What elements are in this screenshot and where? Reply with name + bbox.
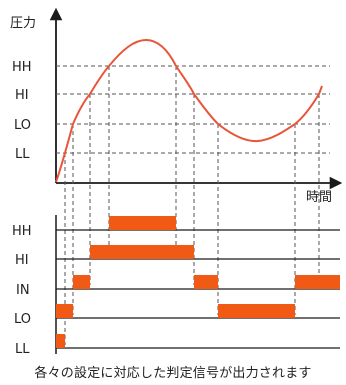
level-label-hh: HH [12, 60, 32, 75]
signal-label-hi: HI [15, 253, 29, 268]
signal-label-in: IN [16, 283, 30, 298]
bar-lo-2 [218, 304, 295, 318]
vertical-guides [64, 66, 320, 345]
bar-in-1 [73, 275, 90, 289]
bar-in-2 [194, 275, 218, 289]
signal-bars [56, 216, 340, 348]
bar-lo-1 [56, 304, 73, 318]
signal-label-hh: HH [12, 224, 32, 239]
signal-label-lo: LO [14, 312, 31, 327]
bar-ll [56, 334, 65, 348]
bar-hi [90, 245, 194, 259]
level-label-ll: LL [15, 147, 30, 162]
bar-in-3 [295, 275, 340, 289]
threshold-lines [56, 65, 330, 154]
level-label-hi: HI [15, 88, 29, 103]
bar-hh [109, 216, 176, 230]
level-label-lo: LO [14, 118, 31, 133]
y-axis-title: 圧力 [10, 16, 36, 31]
caption: 各々の設定に対応した判定信号が出力されます [34, 366, 312, 381]
pressure-curve [55, 38, 323, 183]
x-axis-title: 時間 [306, 190, 332, 205]
signal-label-ll: LL [15, 342, 30, 357]
